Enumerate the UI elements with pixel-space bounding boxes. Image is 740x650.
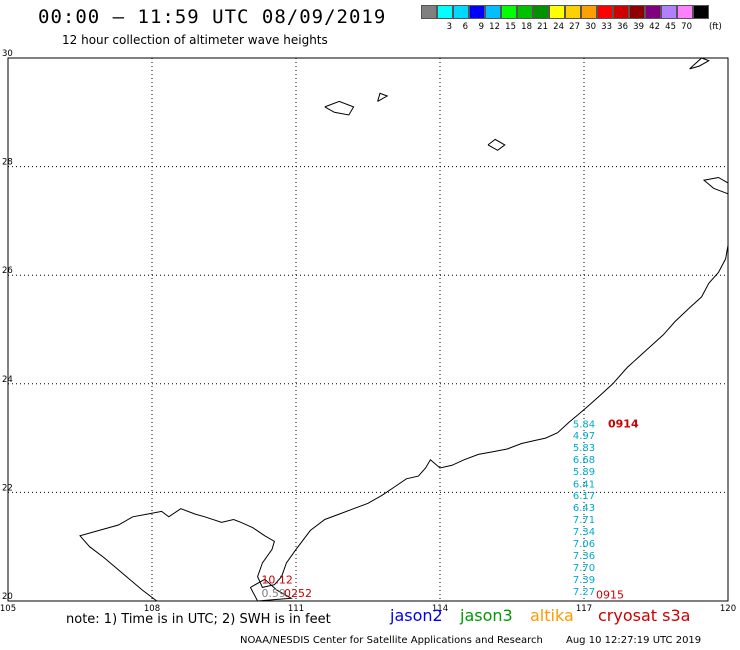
color-scale-label: 6: [462, 22, 468, 32]
legend-cryosat-s3a: cryosat s3a: [598, 606, 691, 625]
color-scale-cell: [501, 5, 517, 19]
color-scale-cell: [549, 5, 565, 19]
color-scale-cell: [517, 5, 533, 19]
color-scale-label: 27: [569, 22, 580, 32]
color-scale-cell: [661, 5, 677, 19]
track-value-label: 6.68: [573, 455, 595, 466]
color-scale-cell: [437, 5, 453, 19]
color-scale-label: 30: [585, 22, 596, 32]
color-scale-label: 24: [553, 22, 564, 32]
track-value-label: 5.84: [573, 420, 595, 431]
lon-tick-label: 114: [432, 604, 448, 614]
color-scale-cell: [421, 5, 437, 19]
footer-timestamp: Aug 10 12:27:19 UTC 2019: [566, 635, 702, 646]
lat-tick-label: 24: [2, 375, 13, 385]
color-scale-label: 45: [665, 22, 676, 32]
track-value-label: 7.71: [573, 515, 595, 526]
color-scale-label: 33: [601, 22, 612, 32]
track-value-label: 6.43: [573, 503, 595, 514]
island-outline: [689, 57, 710, 70]
color-scale-cell: [629, 5, 645, 19]
lat-tick-label: 30: [2, 49, 13, 59]
track-value-label: 6.17: [573, 491, 595, 502]
track-value-label: 7.34: [573, 527, 595, 538]
color-scale-label: 39: [633, 22, 644, 32]
coastline: [79, 245, 729, 602]
color-scale-legend: 3 6 9 12 15 18 21 24 27 30 33 36 39 42 45 70 (ft): [421, 5, 722, 32]
map-frame: [7, 57, 729, 602]
lon-tick-label: 120: [720, 604, 736, 614]
map-annotation-label: 0252: [284, 587, 312, 600]
lat-tick-label: 26: [2, 266, 13, 276]
color-scale-label: 70: [681, 22, 692, 32]
lat-tick-label: 28: [2, 158, 13, 168]
color-scale-cell: [597, 5, 613, 19]
color-scale-label: 12: [489, 22, 500, 32]
island-outline: [249, 578, 293, 602]
color-scale-label: 36: [617, 22, 628, 32]
color-scale-label: 42: [649, 22, 660, 32]
color-scale-cell: [533, 5, 549, 19]
color-scale-label: 21: [537, 22, 548, 32]
lon-tick-label: 108: [144, 604, 160, 614]
color-scale-cell: [469, 5, 485, 19]
color-scale-cell: [581, 5, 597, 19]
color-scale-cell: [693, 5, 709, 19]
lat-tick-label: 22: [2, 483, 13, 493]
island-outline: [487, 138, 506, 151]
track-value-label: 4.97: [573, 431, 595, 442]
color-scale-bar: [421, 5, 709, 19]
track-value-label: 7.06: [573, 539, 595, 550]
page-subtitle: 12 hour collection of altimeter wave hei…: [62, 33, 328, 47]
track-value-label: 7.70: [573, 563, 595, 574]
track-value-label: 7.27: [573, 587, 595, 598]
track-time-label: 0914: [608, 418, 639, 431]
island-outline: [377, 92, 389, 102]
color-scale-label: 9: [478, 22, 484, 32]
legend-altika: altika: [530, 606, 574, 625]
color-scale-unit: (ft): [709, 22, 722, 32]
color-scale-labels: 3 6 9 12 15 18 21 24 27 30 33 36 39 42 45 70: [421, 22, 709, 32]
color-scale-cell: [645, 5, 661, 19]
color-scale-cell: [485, 5, 501, 19]
track-value-label: 6.41: [573, 479, 595, 490]
color-scale-cell: [565, 5, 581, 19]
color-scale-label: 18: [521, 22, 532, 32]
lon-tick-label: 117: [576, 604, 592, 614]
map-annotation-label: 0.59: [261, 587, 286, 600]
track-value-label: 7.36: [573, 551, 595, 562]
color-scale-cell: [613, 5, 629, 19]
island-outline: [324, 100, 355, 116]
lon-tick-label: 105: [0, 604, 16, 614]
lat-tick-label: 20: [2, 592, 13, 602]
page-title: 00:00 – 11:59 UTC 08/09/2019: [38, 6, 387, 28]
color-scale-cell: [453, 5, 469, 19]
lon-tick-label: 111: [288, 604, 304, 614]
track-value-label: 5.83: [573, 443, 595, 454]
legend-jason2: jason2: [390, 606, 443, 625]
track-value-label: 7.39: [573, 575, 595, 586]
color-scale-label: 3: [446, 22, 452, 32]
color-scale-cell: [677, 5, 693, 19]
map-annotation-label: 0915: [596, 588, 624, 601]
island-outline: [702, 176, 729, 195]
color-scale-label: 15: [505, 22, 516, 32]
note-text: note: 1) Time is in UTC; 2) SWH is in fe…: [66, 612, 331, 627]
legend-jason3: jason3: [460, 606, 513, 625]
track-value-label: 5.89: [573, 467, 595, 478]
map-annotation-label: 10.12: [261, 574, 293, 587]
footer-credit: NOAA/NESDIS Center for Satellite Applica…: [240, 635, 543, 646]
